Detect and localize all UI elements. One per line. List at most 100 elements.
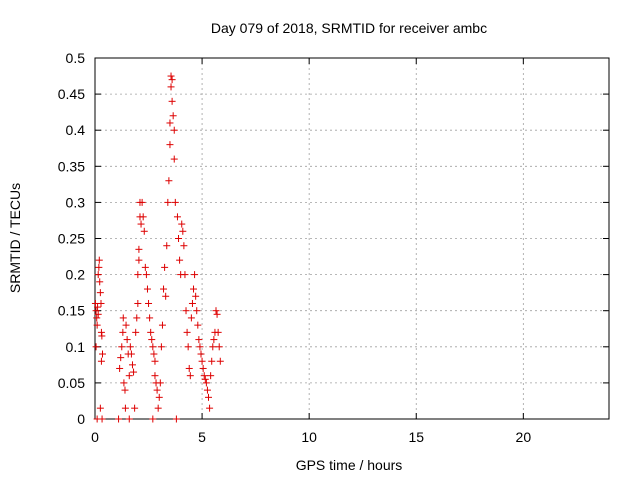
data-point — [185, 364, 193, 372]
data-point — [141, 263, 149, 271]
data-point — [96, 278, 104, 286]
data-point — [205, 393, 213, 401]
data-point — [167, 72, 175, 80]
data-point — [168, 97, 176, 105]
data-point — [135, 256, 143, 264]
plot-frame — [94, 57, 610, 420]
data-point — [119, 328, 127, 336]
data-point — [208, 357, 216, 365]
data-point — [95, 256, 103, 264]
data-point — [98, 415, 106, 423]
data-point — [176, 256, 184, 264]
data-point — [171, 198, 179, 206]
data-point — [140, 227, 148, 235]
x-axis-label: GPS time / hours — [296, 457, 403, 473]
data-point — [161, 263, 169, 271]
data-point — [135, 245, 143, 253]
data-point — [94, 271, 102, 279]
data-point — [95, 263, 103, 271]
data-point — [199, 364, 207, 372]
data-point — [213, 310, 221, 318]
x-tick-label: 5 — [198, 429, 206, 445]
data-point — [169, 112, 177, 120]
data-point — [127, 350, 135, 358]
chart-title: Day 079 of 2018, SRMTID for receiver amb… — [211, 20, 487, 36]
data-point — [125, 415, 133, 423]
data-point — [173, 213, 181, 221]
data-point — [98, 350, 106, 358]
data-point — [184, 343, 192, 351]
data-point — [197, 350, 205, 358]
data-point — [122, 321, 130, 329]
data-point — [116, 364, 124, 372]
data-point — [186, 372, 194, 380]
data-point — [134, 299, 142, 307]
data-point — [165, 177, 173, 185]
data-point — [162, 292, 170, 300]
data-point — [96, 404, 104, 412]
data-point — [115, 415, 123, 423]
data-point — [147, 328, 155, 336]
data-point — [191, 271, 199, 279]
data-point — [121, 386, 129, 394]
data-point — [216, 357, 224, 365]
data-point — [157, 343, 165, 351]
data-point — [155, 393, 163, 401]
data-point — [120, 379, 128, 387]
y-tick-label: 0.2 — [66, 267, 86, 283]
data-point — [179, 227, 187, 235]
data-point — [188, 299, 196, 307]
data-point — [150, 350, 158, 358]
data-points — [91, 72, 224, 423]
data-point — [190, 285, 198, 293]
data-point — [92, 307, 100, 315]
x-tick-label: 0 — [91, 429, 99, 445]
data-point — [172, 415, 180, 423]
data-point — [117, 354, 125, 362]
data-point — [97, 299, 105, 307]
data-point — [151, 357, 159, 365]
y-tick-label: 0.45 — [58, 86, 85, 102]
data-point — [200, 372, 208, 380]
data-point — [210, 336, 218, 344]
data-point — [183, 328, 191, 336]
data-point — [207, 372, 215, 380]
y-axis-label: SRMTID / TECUs — [7, 183, 23, 293]
y-tick-label: 0.1 — [66, 339, 86, 355]
data-point — [209, 343, 217, 351]
tick-labels: 0 0.05 0.1 0.15 0.2 0.25 0.3 0.35 0.4 0.45 0.5 0 5 10… — [58, 50, 532, 445]
data-point — [156, 379, 164, 387]
y-tick-label: 0.3 — [66, 194, 86, 210]
data-point — [170, 126, 178, 134]
x-tick-label: 20 — [516, 429, 532, 445]
data-point — [148, 336, 156, 344]
data-point — [182, 307, 190, 315]
data-point — [206, 404, 214, 412]
y-tick-label: 0.25 — [58, 231, 85, 247]
data-point — [142, 271, 150, 279]
data-point — [154, 404, 162, 412]
data-point — [194, 321, 202, 329]
data-point — [166, 119, 174, 127]
data-point — [195, 336, 203, 344]
data-point — [163, 242, 171, 250]
data-point — [145, 299, 153, 307]
data-point — [167, 83, 175, 91]
data-point — [170, 155, 178, 163]
data-point — [187, 314, 195, 322]
y-tick-label: 0.35 — [58, 158, 85, 174]
data-point — [164, 198, 172, 206]
data-point — [126, 343, 134, 351]
data-point — [93, 314, 101, 322]
data-point — [125, 372, 133, 380]
data-point — [131, 404, 139, 412]
data-point — [212, 307, 220, 315]
data-point — [198, 357, 206, 365]
data-point — [158, 321, 166, 329]
data-point — [128, 361, 136, 369]
data-point — [92, 343, 100, 351]
data-point — [97, 357, 105, 365]
data-point — [132, 328, 140, 336]
data-point — [160, 285, 168, 293]
